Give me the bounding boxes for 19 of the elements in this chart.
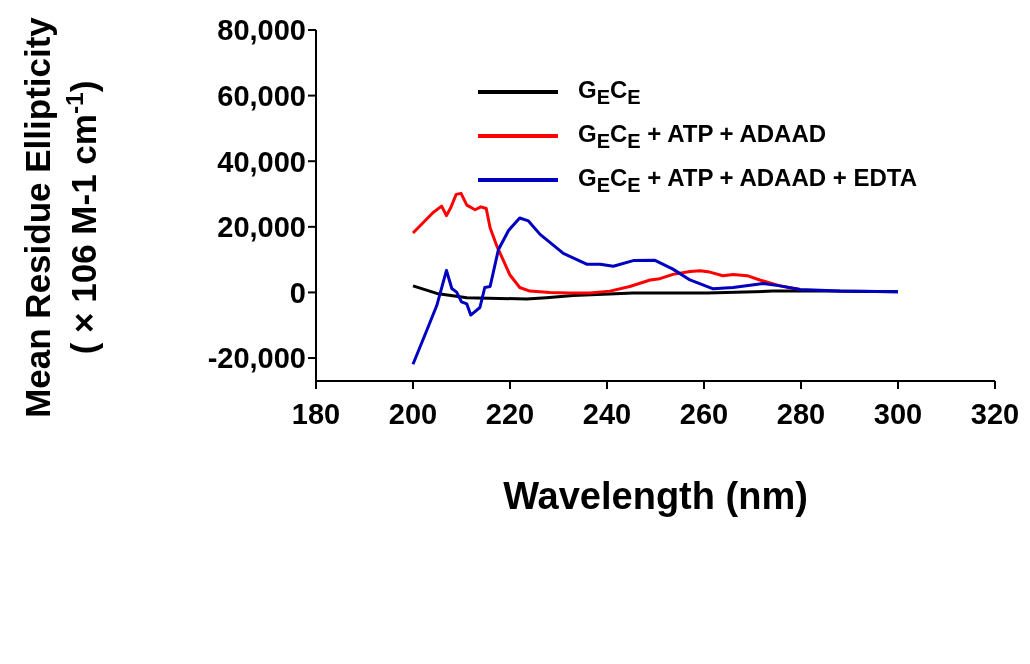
y-tick-label: -20,000 [207,342,306,375]
y-tick-label: 40,000 [217,145,306,178]
x-tick-label: 220 [485,397,535,430]
legend-label: G$_{E}$C$_{E}$ [578,75,641,109]
line-series [411,216,900,366]
x-tick-label: 240 [582,397,632,430]
y-tick-label: 80,000 [217,14,306,47]
y-tick-label: 20,000 [217,211,306,244]
x-tick-label: 260 [679,397,729,430]
x-tick-label: 280 [776,397,826,430]
x-tick-label: 320 [970,397,1020,430]
y-tick-label: 0 [289,276,306,309]
legend-label: G$_{E}$C$_{E}$ + ATP + ADAAD [578,119,827,153]
x-tick-label: 200 [388,397,438,430]
x-tick-label: 180 [291,397,341,430]
x-axis-title: Wavelength (nm) [503,475,808,517]
x-tick-label: 300 [873,397,923,430]
legend-label: G$_{E}$C$_{E}$ + ATP + ADAAD + EDTA [578,163,917,197]
y-tick-label: 60,000 [217,79,306,112]
